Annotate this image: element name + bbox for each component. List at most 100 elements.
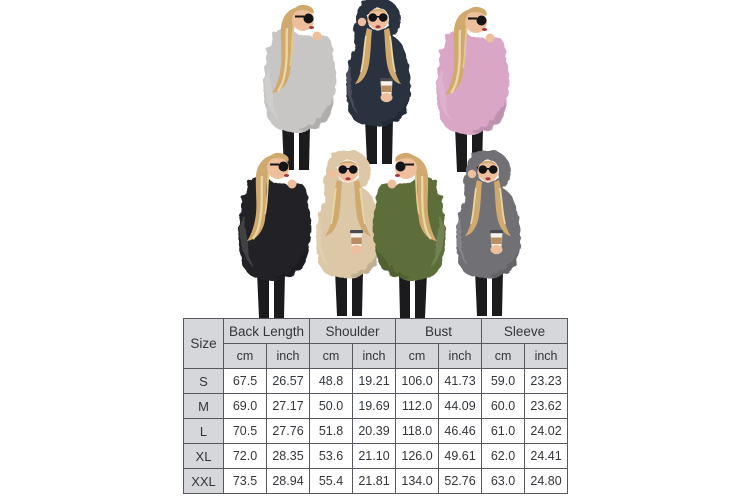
sunglasses-icon [368, 13, 388, 22]
bust-inch-header: inch [438, 343, 483, 369]
lips [394, 174, 401, 177]
cell: 60.0 [481, 393, 526, 419]
sleeve-inch-header: inch [524, 343, 569, 369]
model-photo-grey-hoodie [456, 150, 521, 316]
cell: 28.35 [266, 443, 310, 469]
size-label: L [183, 418, 224, 444]
cell: 61.0 [481, 418, 526, 444]
raised-hand [287, 179, 297, 189]
raised-hand [467, 169, 477, 179]
sleeve-cm-header: cm [481, 343, 526, 369]
size-row-xxl: XXL 73.5 28.94 55.4 21.81 134.0 52.76 63… [183, 468, 569, 494]
cell: 72.0 [223, 443, 267, 469]
cell: 24.80 [524, 468, 569, 494]
sunglasses-icon [295, 13, 314, 24]
model-photo-army-green-hoodie [372, 152, 446, 318]
cell: 112.0 [395, 393, 440, 419]
cell: 27.76 [266, 418, 310, 444]
back-length-inch-header: inch [266, 343, 310, 369]
cell: 67.5 [223, 368, 267, 394]
sunglasses-icon [270, 161, 289, 172]
legs [475, 270, 503, 316]
lips [485, 177, 491, 181]
shoulder-header: Shoulder [308, 318, 397, 344]
bust-cm-header: cm [395, 343, 440, 369]
sunglasses-icon [478, 165, 498, 174]
raised-hand [357, 17, 367, 27]
lips [481, 28, 488, 31]
cell: 63.0 [481, 468, 526, 494]
cell: 118.0 [395, 418, 440, 444]
cell: 46.46 [438, 418, 483, 444]
size-row-l: L 70.5 27.76 51.8 20.39 118.0 46.46 61.0… [183, 418, 569, 444]
cell: 134.0 [395, 468, 440, 494]
raised-hand [312, 31, 322, 41]
sunglasses-icon [468, 15, 487, 26]
hair [355, 28, 401, 84]
cell: 19.21 [351, 368, 397, 394]
model-photo-black-hoodie [238, 152, 312, 318]
cell: 73.5 [223, 468, 267, 494]
size-column-header: Size [183, 318, 224, 369]
size-chart-table: Size Back Length Shoulder Bust Sleeve cm… [183, 318, 569, 494]
cell: 26.57 [266, 368, 310, 394]
lips [375, 25, 381, 29]
size-chart-body: S 67.5 26.57 48.8 19.21 106.0 41.73 59.0… [183, 368, 569, 494]
cell: 126.0 [395, 443, 440, 469]
size-label: XXL [183, 468, 224, 494]
model-photo-navy-blue-hoodie [346, 0, 411, 164]
raised-hand [387, 179, 397, 189]
cell: 24.41 [524, 443, 569, 469]
hair-top [395, 152, 417, 162]
hair-fringe [369, 9, 387, 13]
hair-fringe [479, 161, 497, 165]
cell: 52.76 [438, 468, 483, 494]
raised-hand [485, 33, 495, 43]
raised-hand [327, 169, 337, 179]
cell: 49.61 [438, 443, 483, 469]
cell: 53.6 [309, 443, 353, 469]
cell: 69.0 [223, 393, 267, 419]
cup-hand [490, 244, 503, 255]
legs [399, 272, 427, 318]
cell: 62.0 [481, 443, 526, 469]
lips [308, 26, 315, 29]
cell: 24.02 [524, 418, 569, 444]
size-chart-header: Size Back Length Shoulder Bust Sleeve cm… [183, 318, 569, 369]
size-row-m: M 69.0 27.17 50.0 19.69 112.0 44.09 60.0… [183, 393, 569, 419]
hair-top [465, 6, 487, 16]
cell: 44.09 [438, 393, 483, 419]
cell: 20.39 [351, 418, 397, 444]
sunglasses-icon [338, 165, 358, 174]
legs [335, 270, 363, 316]
cup-hand [380, 92, 393, 103]
hair [465, 180, 511, 236]
bust-header: Bust [395, 318, 483, 344]
model-photo-pink-hoodie [436, 6, 510, 172]
hair [325, 180, 371, 236]
back-length-cm-header: cm [223, 343, 267, 369]
hair-fringe [339, 161, 357, 165]
legs [257, 272, 285, 318]
cell: 41.73 [438, 368, 483, 394]
lips [283, 174, 290, 177]
cell: 70.5 [223, 418, 267, 444]
size-row-xl: XL 72.0 28.35 53.6 21.10 126.0 49.61 62.… [183, 443, 569, 469]
size-label: M [183, 393, 224, 419]
cell: 55.4 [309, 468, 353, 494]
cell: 28.94 [266, 468, 310, 494]
shoulder-inch-header: inch [351, 343, 397, 369]
cup-hand [350, 244, 363, 255]
cell: 23.62 [524, 393, 569, 419]
size-label: XL [183, 443, 224, 469]
sleeve-header: Sleeve [481, 318, 569, 344]
size-row-s: S 67.5 26.57 48.8 19.21 106.0 41.73 59.0… [183, 368, 569, 394]
model-photo-khaki-hoodie [316, 150, 381, 316]
cell: 23.23 [524, 368, 569, 394]
lips [345, 177, 351, 181]
cell: 51.8 [309, 418, 353, 444]
cell: 19.69 [351, 393, 397, 419]
hair-top [292, 4, 314, 14]
